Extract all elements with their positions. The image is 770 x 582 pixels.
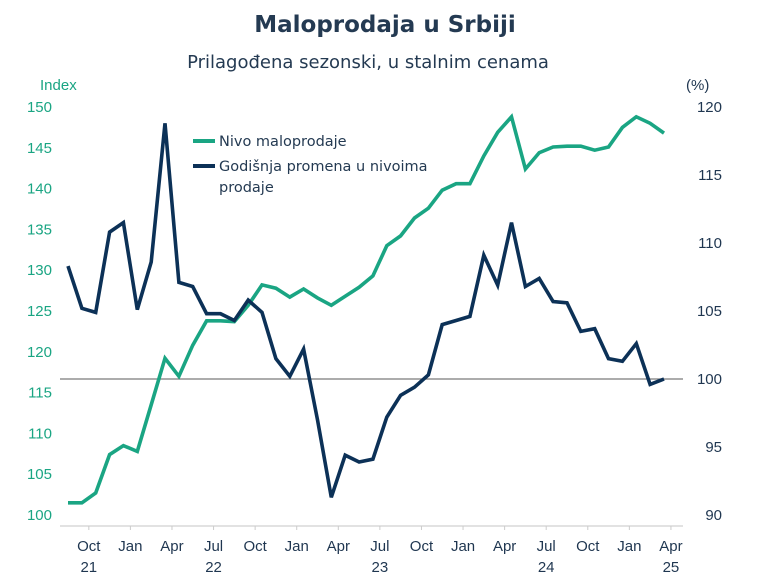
left-tick-label: 120 [27,344,52,361]
left-tick-label: 140 [27,181,52,198]
x-tick-month: Jan [285,538,309,555]
series-line-godisnja-promena [66,123,665,498]
x-axis-ticks: Oct 21 Jan Apr Jul 22 Oct Jan Apr Jul 23 Oct Jan Apr J… [77,526,683,576]
x-tick-month: Oct [77,538,101,555]
x-tick-month: Jan [617,538,641,555]
left-tick-label: 130 [27,262,52,279]
series-line-nivo-maloprodaje [68,113,666,505]
right-tick-label: 105 [697,303,722,320]
x-tick-month: Apr [160,538,183,555]
right-tick-label: 90 [705,507,722,524]
right-tick-label: 120 [697,99,722,116]
left-tick-label: 115 [28,385,52,402]
x-tick-month: Oct [576,538,600,555]
left-tick-label: 125 [27,303,52,320]
x-tick-month: Jul [204,538,223,555]
left-tick-label: 150 [27,99,52,116]
x-tick-month: Jan [118,538,142,555]
x-tick-month: Apr [493,538,516,555]
left-tick-label: 105 [27,466,52,483]
chart-subtitle: Prilagođena sezonski, u stalnim cenama [187,52,549,73]
x-tick-month: Jul [537,538,556,555]
x-tick-month: Apr [327,538,350,555]
right-tick-label: 100 [697,371,722,388]
right-tick-label: 115 [698,167,722,184]
x-tick-year: 25 [663,559,680,576]
right-tick-label: 95 [705,439,722,456]
left-tick-label: 135 [27,221,52,238]
x-tick-month: Apr [659,538,682,555]
x-tick-month: Jul [370,538,389,555]
x-tick-year: 21 [80,559,97,576]
legend: Nivo maloprodaje Godišnja promena u nivo… [193,134,428,196]
x-tick-year: 22 [205,559,222,576]
legend-label-godisnja-line1: Godišnja promena u nivoima [219,159,428,175]
x-tick-month: Jan [451,538,475,555]
right-tick-label: 110 [698,235,722,252]
series-layer [66,113,666,505]
right-axis-ticks: 90 95 100 105 110 115 120 [697,99,722,524]
left-tick-label: 145 [27,140,52,157]
x-tick-year: 23 [372,559,389,576]
left-tick-label: 100 [27,507,52,524]
left-tick-label: 110 [28,425,52,442]
legend-label-godisnja-line2: prodaje [219,180,274,196]
right-axis-unit: (%) [686,77,709,94]
x-tick-year: 24 [538,559,555,576]
chart-title: Maloprodaja u Srbiji [254,12,516,38]
left-axis-unit: Index [40,77,77,94]
x-tick-month: Oct [243,538,267,555]
left-axis-ticks: 100 105 110 115 120 125 130 135 140 145 150 [27,99,52,524]
legend-label-nivo: Nivo maloprodaje [219,134,347,150]
x-tick-month: Oct [410,538,434,555]
